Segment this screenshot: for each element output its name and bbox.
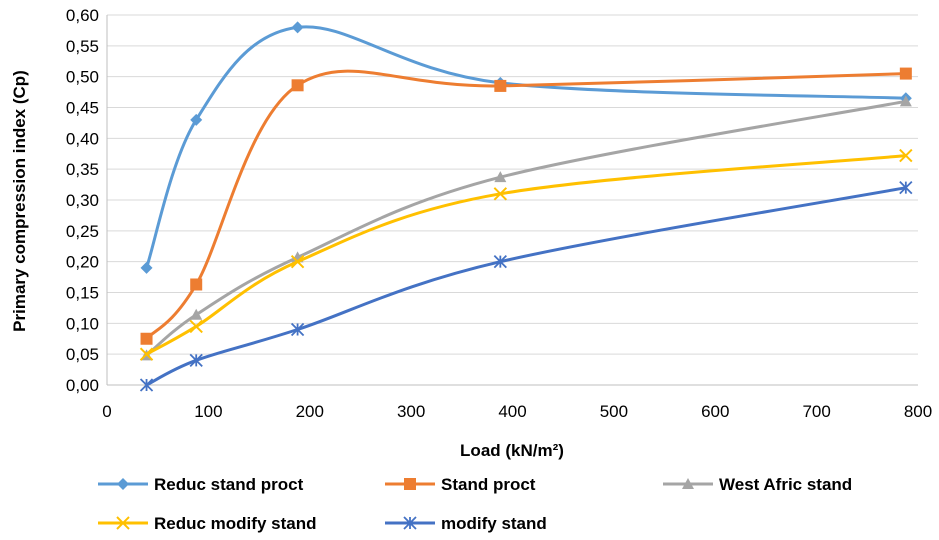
y-tick-label: 0,45 [66,99,99,118]
legend-item: modify stand [385,514,547,533]
legend-marker [403,516,417,530]
x-tick-label: 0 [102,402,111,421]
x-tick-label: 800 [904,402,932,421]
data-point [899,181,913,195]
y-tick-label: 0,20 [66,253,99,272]
x-axis-title: Load (kN/m²) [460,441,564,460]
legend: Reduc stand proct Stand proct West Afric s… [98,475,852,533]
y-tick-label: 0,15 [66,284,99,303]
legend-marker [116,516,130,530]
legend-item: Reduc modify stand [98,514,316,533]
y-tick-label: 0,05 [66,345,99,364]
data-point [139,378,154,392]
axes [106,15,918,386]
series-line [145,99,907,357]
y-tick-label: 0,40 [66,129,99,148]
legend-marker [117,478,129,490]
data-point [190,113,203,126]
series-line [145,186,907,387]
y-tick-labels: 0,00 0,05 0,10 0,15 0,20 0,25 0,30 0,35 0,40 0,45… [66,6,99,395]
y-tick-label: 0,55 [66,37,99,56]
data-point [291,79,304,92]
data-point [899,95,912,107]
series-modify-stand [139,181,913,392]
data-point [493,255,507,269]
legend-label: West Afric stand [719,475,852,494]
legend-label: Reduc stand proct [154,475,304,494]
data-point [190,308,203,320]
legend-label: Stand proct [441,475,536,494]
y-tick-label: 0,50 [66,68,99,87]
x-tick-label: 600 [701,402,729,421]
y-tick-label: 0,35 [66,160,99,179]
data-point [190,278,203,291]
series-reduc-modify-stand [139,148,913,361]
legend-marker [404,478,416,490]
x-tick-label: 100 [194,402,222,421]
series-line [145,69,906,340]
data-point [493,187,508,201]
series-west-afric-stand [140,95,912,361]
data-point [899,148,913,163]
y-tick-label: 0,25 [66,222,99,241]
series-line [145,25,906,269]
x-tick-label: 400 [498,402,526,421]
y-tick-label: 0,60 [66,6,99,25]
data-point [899,67,912,80]
data-point [290,322,305,337]
data-point [189,353,203,367]
legend-label: modify stand [441,514,547,533]
y-tick-label: 0,30 [66,191,99,210]
y-axis-title: Primary compression index (Cp) [10,70,29,332]
x-tick-labels: 0 100 200 300 400 500 600 700 800 [102,402,932,421]
y-tick-label: 0,00 [66,376,99,395]
x-tick-label: 200 [296,402,324,421]
x-tick-label: 300 [397,402,425,421]
series-stand-proct [140,67,912,345]
data-point [494,171,507,183]
series-reduc-stand-proct [140,21,912,274]
data-point [139,347,154,361]
legend-label: Reduc modify stand [154,514,316,533]
x-tick-label: 500 [600,402,628,421]
legend-item: West Afric stand [663,475,852,494]
x-tick-label: 700 [802,402,830,421]
legend-item: Reduc stand proct [98,475,304,494]
data-point [140,261,153,274]
data-point [140,332,153,345]
data-point [291,21,304,34]
y-tick-label: 0,10 [66,314,99,333]
legend-item: Stand proct [385,475,536,494]
legend-marker [682,478,694,489]
series [139,21,913,392]
data-point [189,319,203,334]
data-point [494,79,507,92]
data-point [290,254,305,269]
